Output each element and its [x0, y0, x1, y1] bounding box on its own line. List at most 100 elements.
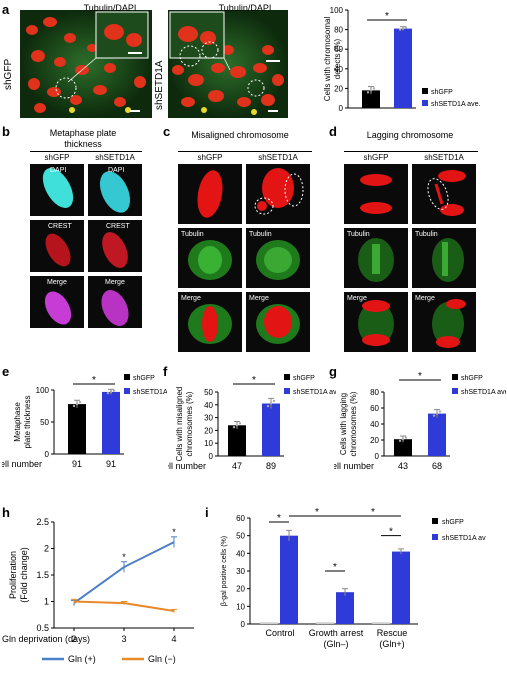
- panel-b-col-shGFP: shGFP: [44, 153, 70, 162]
- bar-shSETD1A: [262, 403, 280, 456]
- panel-d-merge-shSETD1A: Merge: [412, 292, 476, 352]
- legend-label-0: shGFP: [431, 89, 453, 96]
- panel-label-c: c: [163, 124, 171, 139]
- y-axis-label: Cells with chromosomaldefects (%): [323, 17, 342, 102]
- data-dot: [401, 438, 405, 441]
- y-tick-label: 100: [36, 386, 50, 395]
- y-tick-label: 2.5: [36, 517, 49, 527]
- panel-label-d: d: [329, 124, 337, 139]
- data-dot: [369, 89, 373, 92]
- bar-shGFP-Rescue: [372, 622, 390, 624]
- data-dot: [75, 402, 79, 406]
- panel-b-dapi-shGFP: DAPI: [30, 164, 84, 216]
- y-tick-label: 60: [334, 45, 343, 54]
- cell-number-label: Cell number: [334, 461, 374, 471]
- y-tick-label: 80: [334, 26, 343, 35]
- y-tick-label: 0: [209, 452, 214, 461]
- panel-d-tubulin-shGFP: Tubulin: [344, 228, 408, 288]
- panel-label-h: h: [2, 505, 10, 520]
- bar-shGFP: [394, 439, 412, 456]
- panel-c-dapi-shGFP: [178, 164, 242, 224]
- y-axis-label-line: Cells with chromosomal: [323, 17, 332, 102]
- y-tick-label: 40: [334, 65, 343, 74]
- y-tick-label: 20: [370, 436, 379, 445]
- legend-label-1: shSETD1A ave.: [133, 389, 167, 396]
- y-tick-label: 1: [44, 597, 49, 607]
- y-axis-label-line: chromosomes (%): [349, 391, 358, 456]
- y-tick-label: 60: [370, 404, 379, 413]
- significance-star: *: [92, 375, 96, 386]
- bar-shGFP: [68, 404, 86, 454]
- legend-swatch-0: [124, 374, 130, 380]
- x-axis-label: Gln deprivation (days): [2, 634, 90, 644]
- panel-c-title: Misaligned chromosome: [191, 130, 289, 140]
- legend-swatch-0: [284, 374, 290, 380]
- legend-swatch-0: [452, 374, 458, 380]
- y-tick-label: 10: [204, 439, 213, 448]
- legend-label-0: shGFP: [461, 375, 483, 382]
- y-axis-label: Cells with laggingchromosomes (%): [339, 391, 358, 456]
- y-tick-label: 60: [236, 514, 245, 523]
- legend-label-0: shGFP: [293, 375, 315, 382]
- panel-label-e: e: [2, 364, 10, 379]
- panel-c-merge-shGFP: Merge: [178, 292, 242, 352]
- panel-d-tubulin-shSETD1A: Tubulin: [412, 228, 476, 288]
- cell-number: 68: [432, 461, 442, 471]
- panel-d-col-shSETD1A: shSETD1A: [424, 153, 464, 162]
- chart-g: 0 20 40 60 80 Cells with laggingchromosomes (…: [334, 371, 506, 471]
- panel-b-crest-shGFP: CREST: [30, 220, 84, 272]
- data-dot: [269, 402, 273, 405]
- panel-d-merge-shGFP: Merge: [344, 292, 408, 352]
- legend-label-0: shGFP: [442, 519, 464, 526]
- y-axis-label-line: (Fold change): [19, 547, 29, 603]
- panel-b-dapi-shSETD1A: DAPI: [88, 164, 142, 216]
- y-axis-label-line: plate thickness: [23, 396, 32, 449]
- legend-swatch-1: [432, 534, 438, 540]
- panel-d-title: Lagging chromosome: [366, 130, 454, 140]
- data-dot: [106, 392, 110, 395]
- y-tick-label: 40: [204, 401, 213, 410]
- legend-swatch-1: [422, 100, 428, 106]
- legend-label-1: shSETD1A av: [442, 535, 486, 542]
- legend-label-1: Gln (−): [148, 654, 176, 664]
- panel-b-merge-shGFP: Merge: [30, 276, 84, 328]
- y-axis-label-line: Cells with misaligned: [175, 387, 184, 462]
- panel-b-title-2: thickness: [64, 139, 102, 149]
- panel-c-title-rule: [178, 151, 312, 152]
- group-label: Control: [265, 628, 294, 638]
- significance-star: *: [252, 375, 256, 386]
- bar-shGFP: [228, 425, 246, 456]
- legend-label-1: shSETD1A ave.: [431, 101, 480, 108]
- y-axis-label-line: Metaphase: [13, 402, 22, 442]
- data-dot: [109, 390, 113, 394]
- data-dot: [372, 87, 376, 90]
- panel-c-tubulin-shSETD1A: Tubulin: [246, 228, 310, 288]
- y-tick-label: 40: [236, 549, 245, 558]
- y-tick-label: 40: [370, 420, 379, 429]
- cell-number: 91: [106, 459, 116, 469]
- data-dot: [266, 404, 270, 408]
- significance-star: *: [315, 508, 319, 518]
- y-axis-label-line: Cells with lagging: [339, 393, 348, 455]
- panel-c-tubulin-shGFP: Tubulin: [178, 228, 242, 288]
- bar-shSETD1A av-Control: [280, 535, 298, 624]
- data-dot: [232, 426, 236, 429]
- x-tick-label: 3: [121, 634, 126, 644]
- micrograph-shSETD1A-tubulin-dapi: [168, 10, 288, 118]
- chart-a: 0 20 40 60 80 100 Cells with chromosomaldefect…: [323, 6, 480, 113]
- cell-number: 89: [266, 461, 276, 471]
- chart-e: 0 50 100 Metaphaseplate thickness * Cell numb…: [2, 374, 167, 469]
- y-tick-label: 50: [236, 532, 245, 541]
- legend-label-0: shGFP: [133, 375, 155, 382]
- data-dot: [235, 424, 239, 427]
- y-tick-label: 2: [44, 544, 49, 554]
- significance-star: *: [277, 513, 281, 524]
- y-tick-label: 10: [236, 602, 245, 611]
- chart-f: 0 10 20 30 40 50 Cells with misalignedchromoso…: [168, 374, 336, 471]
- y-tick-label: 50: [204, 388, 213, 397]
- cell-number-label: Cell number: [168, 461, 206, 471]
- significance-star: *: [389, 527, 393, 538]
- row-label-shSETD1A: shSETD1A: [154, 60, 165, 110]
- y-tick-label: 80: [370, 388, 379, 397]
- y-tick-label: 30: [204, 414, 213, 423]
